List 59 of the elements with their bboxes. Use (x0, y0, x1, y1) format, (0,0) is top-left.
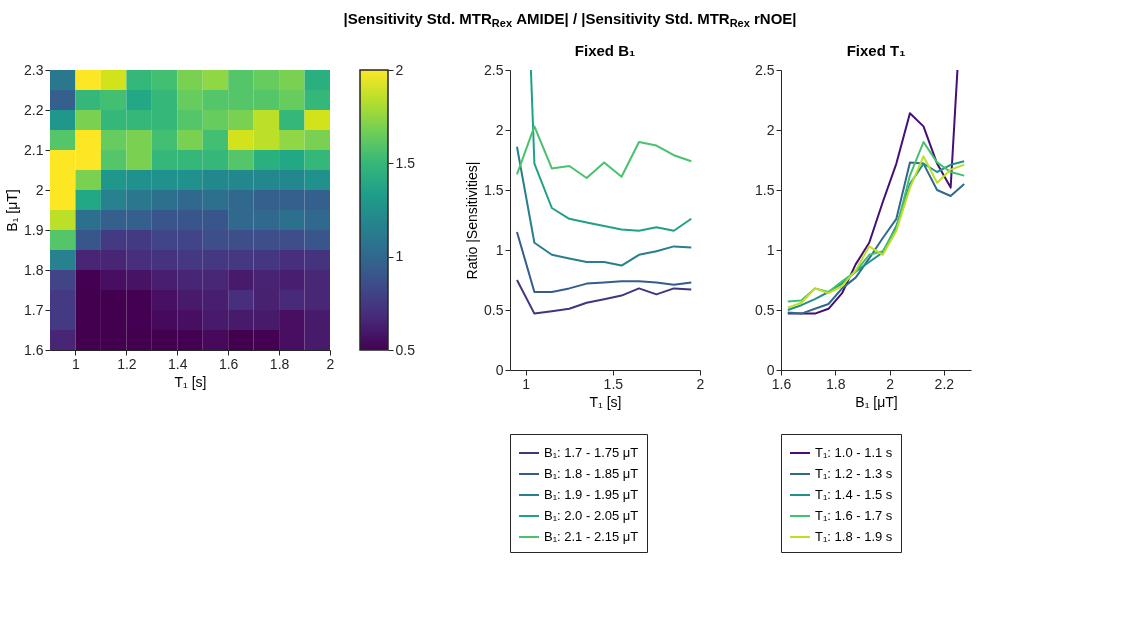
legend-label: T₁: 1.6 - 1.7 s (815, 508, 893, 523)
legend-label: B₁: 1.7 - 1.75 μT (544, 445, 639, 460)
y-tick-label: 1.7 (24, 301, 44, 318)
x-tick-label: 1.8 (269, 355, 290, 372)
y-tick-label: 2.2 (24, 101, 44, 118)
y-tick-label: 2 (495, 121, 504, 138)
y-tick-label: 1 (766, 241, 775, 258)
y-tick-label: 0 (495, 361, 504, 378)
line-series (529, 70, 693, 232)
y-tick-label: 2.3 (24, 61, 44, 78)
y-tick-label: 1 (495, 241, 504, 258)
x-tick-label: 2 (886, 375, 895, 392)
x-tick-label: 1.5 (603, 375, 624, 392)
color-bar-label: 0.5 (395, 341, 416, 358)
y-tick-label: 1.5 (484, 181, 504, 198)
x-tick-label: 1 (522, 375, 531, 392)
chart-title: Fixed T₁ (846, 42, 906, 59)
line-series (515, 279, 693, 315)
x-axis-title: T₁ [s] (589, 393, 622, 410)
legend-label: B₁: 1.9 - 1.95 μT (544, 487, 639, 502)
y-tick-label: 2.5 (755, 61, 775, 78)
x-tick-label: 2.2 (934, 375, 955, 392)
legend-label: B₁: 2.0 - 2.05 μT (544, 508, 639, 523)
y-tick-label: 0.5 (755, 301, 775, 318)
y-tick-label: 1.9 (24, 221, 44, 238)
legend-label: T₁: 1.4 - 1.5 s (815, 487, 893, 502)
x-axis-title: T₁ [s] (174, 373, 207, 390)
x-axis-title: B₁ [μT] (855, 393, 898, 410)
color-bar-label: 1.5 (395, 154, 416, 171)
y-tick-label: 2.5 (484, 61, 504, 78)
y-tick-label: 2 (766, 121, 775, 138)
y-tick-label: 2 (35, 181, 44, 198)
legend-label: B₁: 1.8 - 1.85 μT (544, 466, 639, 481)
x-tick-label: 1 (72, 355, 81, 372)
y-tick-label: 1.5 (755, 181, 775, 198)
legend-label: T₁: 1.0 - 1.1 s (815, 445, 893, 460)
y-axis-title: B₁ [μT] (4, 189, 21, 232)
legend-label: T₁: 1.2 - 1.3 s (815, 466, 893, 481)
x-tick-label: 1.8 (826, 375, 846, 392)
line-series (515, 125, 693, 179)
x-tick-label: 1.6 (218, 355, 239, 372)
y-tick-label: 1.6 (24, 341, 44, 358)
y-tick-label: 0 (766, 361, 775, 378)
x-tick-label: 1.4 (168, 355, 188, 372)
chart-title: Fixed B₁ (574, 42, 636, 59)
line-series (786, 70, 959, 315)
legend-label: T₁: 1.8 - 1.9 s (815, 529, 893, 544)
x-tick-label: 2 (326, 355, 335, 372)
y-axis-title: Ratio |Sensitivities| (464, 161, 481, 280)
line-series (515, 231, 693, 293)
line-series (515, 145, 693, 267)
y-tick-label: 0.5 (484, 301, 504, 318)
y-tick-label: 1.8 (24, 261, 44, 278)
x-tick-label: 2 (696, 375, 705, 392)
color-bar-label: 1 (395, 248, 404, 265)
y-tick-label: 2.1 (24, 141, 44, 158)
legend-label: B₁: 2.1 - 2.15 μT (544, 529, 639, 544)
x-tick-label: 1.2 (117, 355, 137, 372)
color-bar-label: 2 (395, 61, 404, 78)
